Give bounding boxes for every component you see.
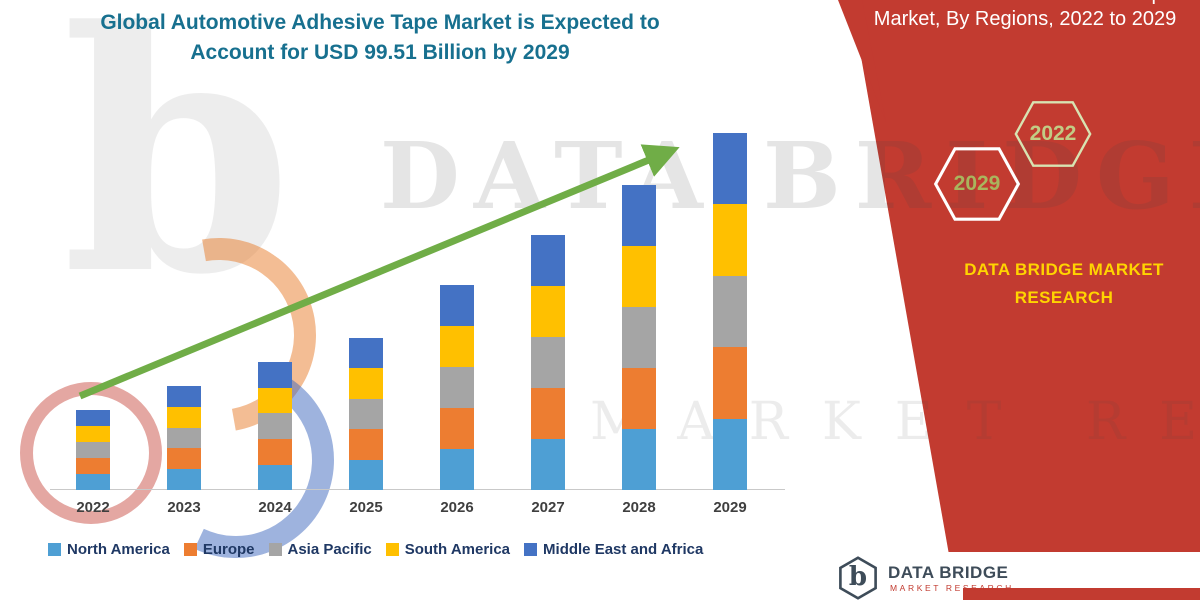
bar-segment-europe (76, 457, 110, 474)
bar-segment-asia-pacific (531, 337, 565, 389)
bar-segment-middle-east-and-africa (713, 133, 747, 205)
bar-segment-north-america (713, 418, 747, 490)
legend-swatch-icon (524, 543, 538, 556)
bar-segment-asia-pacific (622, 307, 656, 368)
bar-2025 (349, 337, 383, 490)
brand-text-line1: DATA BRIDGE MARKET (964, 260, 1164, 279)
bar-segment-europe (167, 448, 201, 470)
watermark-text-market-research: MARKET RESEARCH (590, 392, 1200, 452)
bar-segment-europe (622, 368, 656, 429)
legend-swatch-icon (183, 543, 197, 556)
x-axis-label-2024: 2024 (258, 499, 292, 516)
bar-segment-asia-pacific (76, 442, 110, 458)
footer-hexagon-icon (839, 556, 877, 600)
footer-red-strip (963, 588, 1200, 600)
x-axis-label-2023: 2023 (167, 499, 201, 516)
footer-company-name: DATA BRIDGE (888, 563, 1009, 582)
bar-segment-south-america (531, 286, 565, 338)
bar-2026 (440, 284, 474, 490)
bar-segment-middle-east-and-africa (622, 185, 656, 246)
bar-2028 (622, 185, 656, 490)
bars (76, 133, 747, 490)
legend-label: Asia Pacific (287, 541, 372, 558)
legend-swatch-icon (48, 543, 61, 556)
x-axis-line (50, 489, 785, 490)
legend-label: Europe (202, 541, 255, 558)
bar-2024 (258, 361, 292, 490)
bar-segment-south-america (440, 326, 474, 367)
bar-segment-asia-pacific (167, 427, 201, 449)
legend-label: North America (67, 541, 170, 558)
chart-title-line1: Global Automotive Adhesive Tape Market i… (100, 11, 660, 34)
bar-segment-asia-pacific (440, 366, 474, 409)
hexagon-2022: 2022 (1013, 100, 1093, 168)
x-axis-label-2022: 2022 (76, 499, 110, 516)
bar-segment-north-america (76, 473, 110, 490)
legend-swatch-icon (385, 543, 399, 556)
legend-item-south-america: South America (385, 541, 511, 558)
hexagon-2029-label: 2029 (953, 172, 1001, 195)
bar-segment-middle-east-and-africa (440, 284, 474, 327)
chart-legend: North America Europe Asia Pacific South Ame… (48, 541, 703, 558)
legend-item-middle-east-and-africa: Middle East and Africa (524, 541, 703, 558)
bar-segment-south-america (713, 204, 747, 276)
chart-title-line2: Account for USD 99.51 Billion by 2029 (190, 41, 570, 65)
bar-2027 (531, 235, 565, 490)
panel-title-cropped-line: Global Automotive Adhesive Tape (860, 0, 1190, 6)
bar-segment-europe (440, 408, 474, 450)
bar-segment-asia-pacific (349, 398, 383, 429)
bar-2029 (713, 133, 747, 490)
bar-segment-north-america (440, 449, 474, 490)
bar-segment-south-america (76, 425, 110, 443)
x-axis-label-2028: 2028 (622, 499, 656, 516)
hexagon-2022-label: 2022 (1029, 122, 1077, 145)
bar-segment-south-america (622, 246, 656, 307)
hexagon-2029: 2029 (933, 146, 1021, 222)
bar-segment-europe (713, 347, 747, 419)
panel-title: Market, By Regions, 2022 to 2029 (873, 8, 1177, 30)
bar-segment-north-america (258, 464, 292, 490)
bar-segment-europe (349, 429, 383, 460)
bar-segment-north-america (531, 439, 565, 490)
x-axis-label-2027: 2027 (531, 499, 565, 516)
bar-segment-middle-east-and-africa (258, 361, 292, 388)
bar-2022 (76, 410, 110, 490)
brand-text: DATA BRIDGE MARKET RESEARCH (938, 256, 1190, 312)
bar-segment-middle-east-and-africa (531, 235, 565, 287)
bar-segment-north-america (349, 459, 383, 490)
brand-text-line2: RESEARCH (1014, 288, 1114, 308)
bar-segment-north-america (622, 429, 656, 490)
legend-item-north-america: North America (48, 541, 170, 558)
bar-segment-europe (531, 388, 565, 440)
bar-segment-europe (258, 439, 292, 465)
bar-segment-north-america (167, 469, 201, 490)
bar-2023 (167, 386, 201, 490)
bar-segment-south-america (258, 387, 292, 414)
hexagon-outline-icon (933, 147, 1021, 221)
footer-logo-letter: b (848, 561, 868, 592)
footer-company-tagline: MARKET RESEARCH (890, 583, 1014, 593)
bar-segment-middle-east-and-africa (349, 337, 383, 368)
bar-segment-south-america (167, 406, 201, 428)
legend-item-europe: Europe (183, 541, 255, 558)
bar-segment-south-america (349, 368, 383, 399)
legend-label: South America (404, 541, 511, 558)
legend-swatch-icon (268, 543, 282, 556)
chart-title: Global Automotive Adhesive Tape Market i… (80, 8, 680, 69)
x-axis-labels: 2022 2023 2024 2025 2026 2027 2028 2029 (63, 499, 760, 516)
x-axis-label-2029: 2029 (713, 499, 747, 516)
footer-logo: b (836, 556, 880, 600)
x-axis-label-2025: 2025 (349, 499, 383, 516)
bar-segment-middle-east-and-africa (167, 386, 201, 407)
bar-segment-asia-pacific (713, 275, 747, 348)
hexagon-outline-icon (1014, 101, 1092, 167)
legend-label: Middle East and Africa (543, 541, 704, 558)
bar-segment-middle-east-and-africa (76, 410, 110, 426)
legend-item-asia-pacific: Asia Pacific (268, 541, 372, 558)
x-axis-label-2026: 2026 (440, 499, 474, 516)
bar-segment-asia-pacific (258, 413, 292, 439)
